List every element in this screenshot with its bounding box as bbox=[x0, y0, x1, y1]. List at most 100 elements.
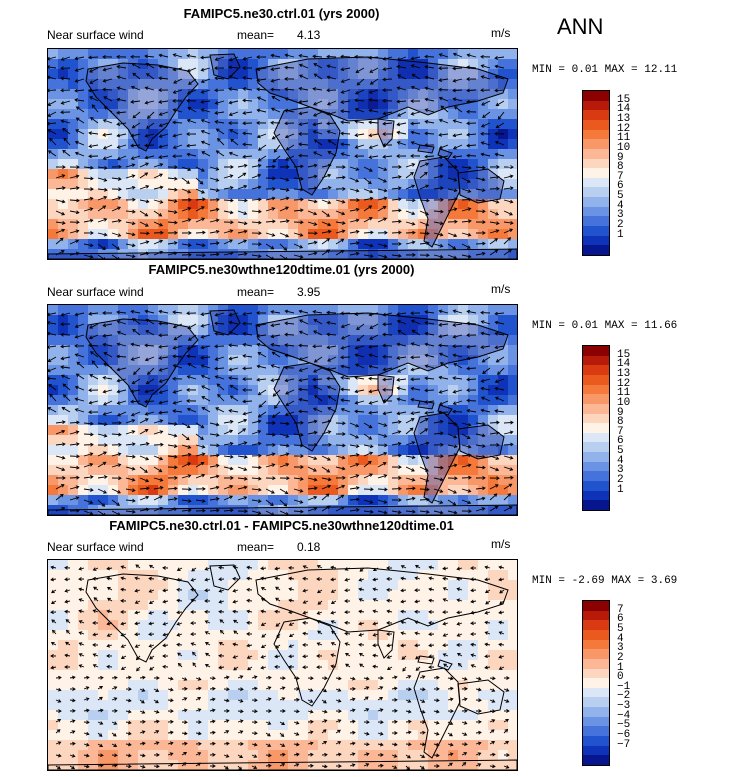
wind-arrow bbox=[102, 89, 113, 91]
field-cell bbox=[228, 129, 239, 140]
field-cell bbox=[428, 590, 439, 601]
wind-arrow bbox=[209, 422, 219, 426]
wind-arrow bbox=[201, 89, 211, 93]
field-cell bbox=[348, 465, 359, 476]
field-cell bbox=[378, 219, 389, 230]
field-cell bbox=[308, 505, 319, 515]
wind-arrow bbox=[181, 188, 191, 193]
wind-arrow-head bbox=[424, 342, 429, 347]
field-cell bbox=[78, 79, 89, 90]
wind-arrow bbox=[48, 312, 57, 316]
wind-arrow-head bbox=[230, 198, 234, 203]
wind-arrow-head bbox=[382, 462, 387, 466]
wind-arrow-head bbox=[494, 311, 498, 316]
wind-arrow bbox=[369, 365, 379, 369]
field-cell bbox=[218, 315, 229, 326]
colorbar-tick-label: 6 bbox=[617, 180, 624, 193]
wind-arrow-head bbox=[75, 442, 80, 447]
wind-arrow bbox=[144, 344, 155, 347]
field-cell bbox=[418, 475, 429, 486]
wind-arrow bbox=[363, 197, 373, 201]
field-cell bbox=[188, 99, 199, 110]
wind-arrow-head bbox=[186, 143, 190, 148]
field-cell bbox=[108, 229, 119, 240]
wind-arrow bbox=[139, 221, 149, 227]
wind-arrow-head bbox=[101, 503, 106, 507]
field-cell bbox=[268, 179, 279, 190]
wind-arrow-head bbox=[355, 462, 360, 467]
field-cell bbox=[118, 465, 129, 476]
field-cell bbox=[488, 560, 499, 571]
field-cell bbox=[478, 79, 489, 90]
field-cell bbox=[328, 219, 339, 230]
field-cell bbox=[48, 79, 59, 90]
field-cell bbox=[158, 239, 169, 250]
wind-arrow bbox=[201, 385, 211, 391]
field-cell bbox=[308, 149, 319, 160]
wind-arrow bbox=[187, 345, 197, 350]
field-cell bbox=[358, 79, 369, 90]
field-cell bbox=[118, 570, 129, 581]
wind-arrow-head bbox=[370, 487, 374, 492]
coastline bbox=[377, 374, 395, 404]
field-cell bbox=[88, 495, 99, 506]
wind-arrow bbox=[139, 487, 150, 490]
wind-arrow-head bbox=[116, 54, 120, 59]
field-cell bbox=[228, 209, 239, 220]
wind-arrow bbox=[195, 166, 205, 172]
field-cell bbox=[498, 169, 509, 180]
field-cell bbox=[278, 239, 289, 250]
field-cell bbox=[458, 405, 469, 416]
wind-arrow-head bbox=[424, 376, 428, 381]
wind-arrow bbox=[215, 356, 225, 361]
field-cell bbox=[428, 199, 439, 210]
field-cell bbox=[68, 119, 79, 130]
wind-arrow-head bbox=[368, 133, 373, 138]
wind-arrow-head bbox=[313, 385, 317, 389]
wind-arrow-head bbox=[49, 137, 53, 142]
field-cell bbox=[348, 600, 359, 611]
field-cell bbox=[178, 219, 189, 230]
wind-arrow-head bbox=[75, 186, 80, 190]
wind-arrow-head bbox=[270, 310, 275, 314]
field-cell bbox=[118, 560, 129, 571]
wind-arrow-head bbox=[481, 454, 486, 459]
field-cell bbox=[218, 89, 229, 100]
wind-arrow bbox=[83, 499, 93, 504]
wind-arrow bbox=[335, 238, 344, 245]
wind-arrow bbox=[209, 208, 219, 212]
field-cell bbox=[178, 445, 189, 456]
field-cell bbox=[368, 590, 379, 601]
wind-arrow-head bbox=[494, 396, 499, 401]
wind-arrow bbox=[130, 144, 141, 147]
field-cell bbox=[188, 495, 199, 506]
field-cell bbox=[298, 345, 309, 356]
field-cell bbox=[208, 495, 219, 506]
field-cell bbox=[388, 129, 399, 140]
wind-arrow-head bbox=[384, 443, 388, 448]
wind-arrow-head bbox=[172, 133, 177, 138]
field-cell bbox=[358, 249, 369, 259]
field-cell bbox=[508, 159, 517, 170]
wind-arrow bbox=[424, 155, 435, 158]
field-cell bbox=[458, 325, 469, 336]
wind-arrow bbox=[97, 461, 106, 468]
wind-arrow bbox=[461, 166, 471, 169]
field-cell bbox=[478, 69, 489, 80]
wind-arrow bbox=[299, 319, 309, 325]
wind-arrow bbox=[285, 378, 295, 382]
field-cell bbox=[108, 465, 119, 476]
field-cell bbox=[138, 169, 149, 180]
wind-arrow-head bbox=[91, 360, 96, 365]
field-cell bbox=[418, 59, 429, 70]
wind-arrow-head bbox=[131, 380, 136, 385]
field-cell bbox=[318, 209, 329, 220]
wind-arrow bbox=[237, 419, 247, 424]
field-cell bbox=[318, 335, 329, 346]
field-cell bbox=[398, 305, 409, 316]
wind-arrow bbox=[153, 486, 163, 490]
wind-arrow-head bbox=[356, 198, 360, 203]
field-cell bbox=[258, 580, 269, 591]
wind-arrow-head bbox=[186, 346, 191, 350]
wind-arrow-head bbox=[60, 100, 65, 105]
